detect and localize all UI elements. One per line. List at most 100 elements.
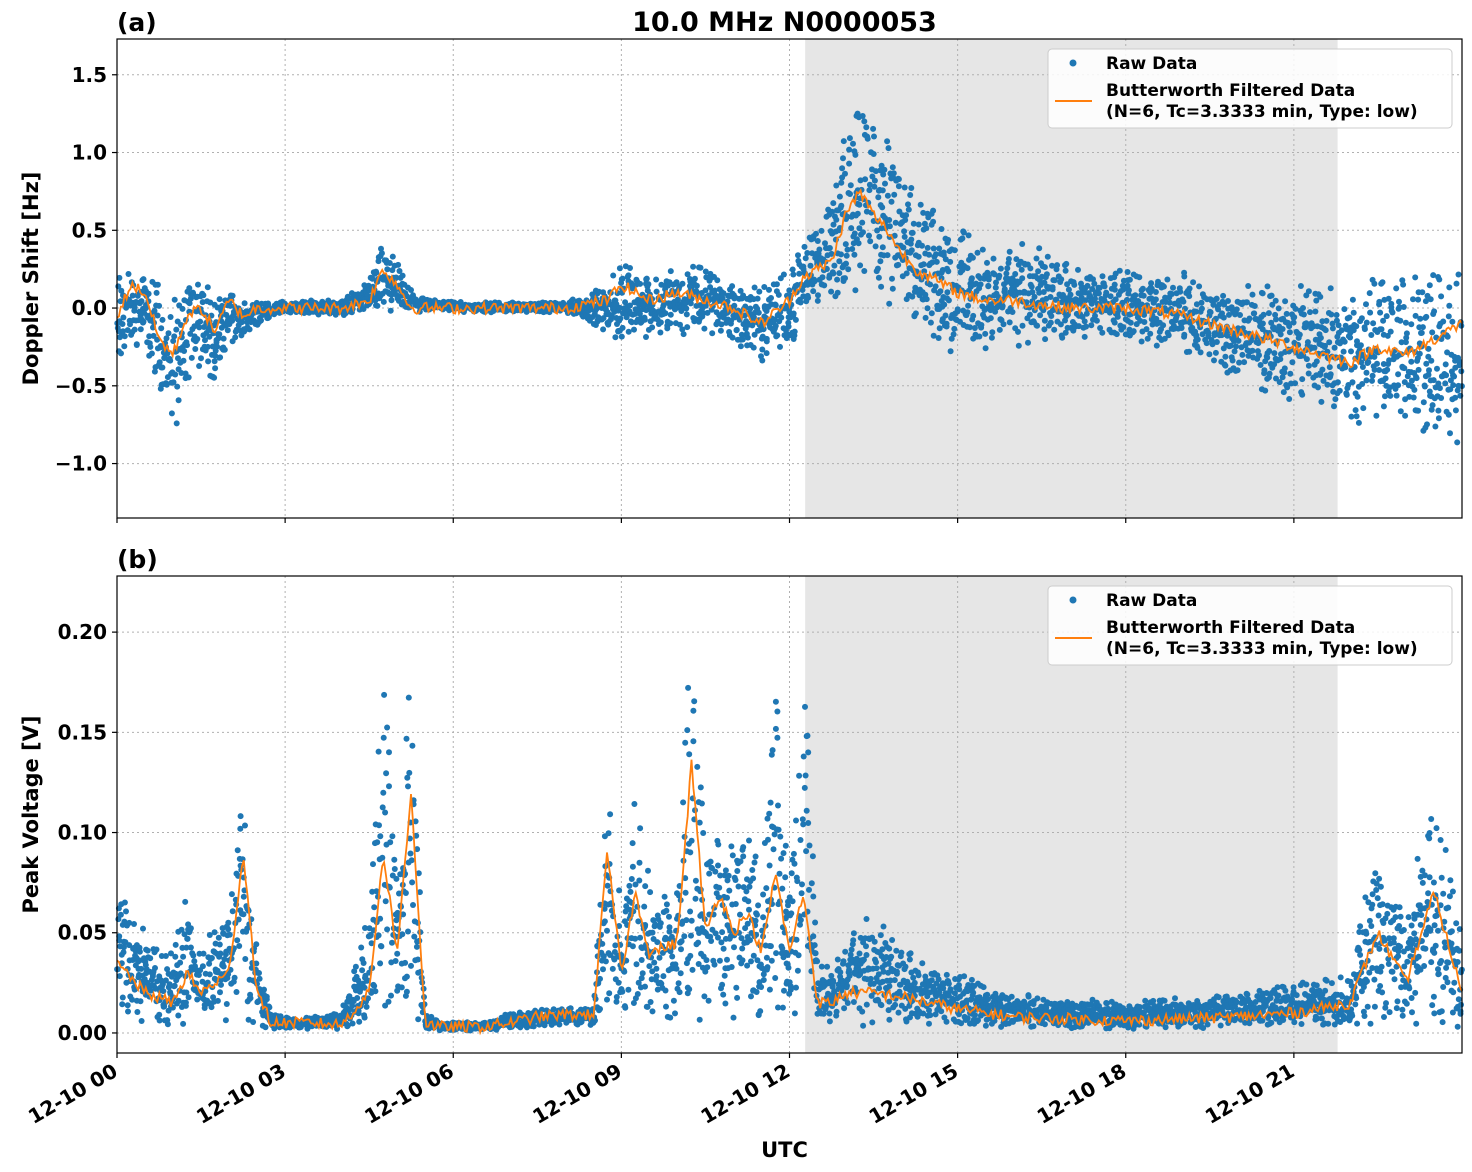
legend-label-params: (N=6, Tc=3.3333 min, Type: low) [1106,102,1418,122]
raw-data-point [325,297,332,304]
raw-data-point [637,934,644,941]
raw-data-point [1177,288,1184,295]
raw-data-point [944,289,951,296]
raw-data-point [1114,313,1121,320]
raw-data-point [654,939,661,946]
raw-data-point [1376,367,1383,373]
raw-data-point [183,944,190,951]
raw-data-point [362,925,368,931]
raw-data-point [1264,354,1271,361]
legend-box [1047,48,1453,129]
raw-data-point [793,817,799,824]
raw-data-point [1380,361,1387,367]
raw-data-point [124,327,131,334]
raw-data-point [117,298,124,305]
raw-data-point [653,973,660,980]
raw-data-point [1065,286,1072,293]
raw-data-point [834,289,841,296]
raw-data-point [408,857,415,864]
raw-data-point [1268,292,1275,299]
raw-data-point [399,272,406,279]
raw-data-point [801,243,808,250]
raw-data-point [246,326,253,333]
raw-data-point [965,302,972,309]
raw-data-point [1081,333,1088,340]
raw-data-point [909,293,916,300]
raw-data-point [798,890,805,897]
raw-data-point [789,266,796,273]
raw-data-point [747,937,753,944]
raw-data-point [615,979,622,986]
raw-data-point [966,324,973,331]
raw-data-point [903,270,910,277]
raw-data-point [627,265,633,271]
raw-data-point [999,303,1006,309]
raw-data-point [902,217,909,223]
raw-data-point [382,1002,389,1009]
raw-data-point [1067,291,1074,298]
raw-data-point [631,801,638,807]
raw-data-point [236,943,243,949]
raw-data-point [938,275,945,282]
raw-data-point [180,1020,187,1027]
raw-data-point [1450,382,1457,389]
raw-data-point [623,314,630,321]
raw-data-point [838,202,845,209]
raw-data-point [794,878,801,885]
raw-data-point [1051,326,1058,333]
raw-data-point [221,346,228,353]
raw-data-point [177,970,184,977]
raw-data-point [755,309,762,316]
raw-data-point [619,988,626,995]
raw-data-point [849,246,856,252]
raw-data-point [951,325,958,332]
raw-data-point [195,972,202,978]
raw-data-point [1257,362,1264,368]
raw-data-point [695,961,702,967]
raw-data-point [1181,273,1188,280]
x-ticks-a [116,518,1295,523]
raw-data-point [166,981,173,988]
raw-data-point [1222,353,1229,360]
raw-data-point [1266,370,1273,377]
raw-data-point [1140,292,1147,299]
raw-data-point [779,1004,786,1011]
raw-data-point [129,292,136,299]
raw-data-point [1186,285,1193,292]
raw-data-point [119,321,126,327]
raw-data-point [852,287,859,294]
raw-data-point [1360,405,1367,412]
raw-data-point [388,297,395,304]
raw-data-point [861,118,868,125]
raw-data-point [173,326,180,333]
raw-data-point [1036,245,1043,252]
raw-data-point [965,232,972,239]
raw-data-point [220,963,227,970]
raw-data-point [848,225,855,232]
raw-data-point [695,939,702,946]
raw-data-point [1327,371,1334,378]
raw-data-point [1286,323,1293,330]
raw-data-point [1324,381,1331,388]
raw-data-point [1047,319,1054,326]
raw-data-point [766,862,773,869]
raw-data-point [989,329,996,336]
raw-data-point [866,232,872,239]
raw-data-point [637,825,644,832]
raw-data-point [828,250,835,257]
raw-data-point [1040,289,1047,295]
raw-data-point [644,1003,651,1010]
raw-data-point [1196,283,1203,290]
raw-data-point [767,799,774,806]
raw-data-point [653,276,660,283]
raw-data-point [599,940,606,947]
raw-data-point [206,333,213,340]
raw-data-point [855,240,862,247]
raw-data-point [1079,313,1086,320]
raw-data-point [1265,310,1272,317]
raw-data-point [175,1012,182,1019]
raw-data-point [778,314,785,321]
raw-data-point [400,911,407,918]
raw-data-point [947,348,954,355]
raw-data-point [805,294,812,301]
